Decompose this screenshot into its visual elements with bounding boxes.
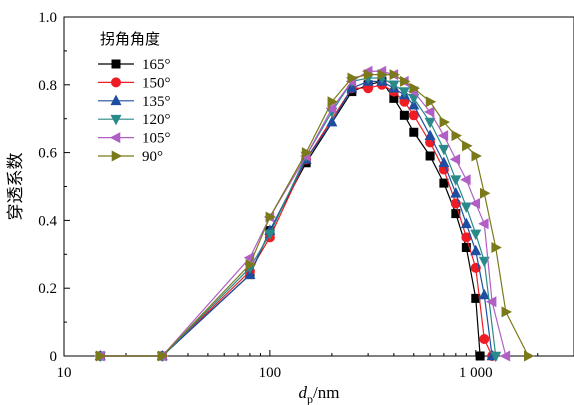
legend-marker: [111, 133, 121, 143]
legend-item: 135°: [98, 94, 171, 110]
y-axis-title: 穿透系数: [6, 153, 25, 221]
legend-title: 拐角角度: [100, 30, 160, 48]
legend-label: 135°: [142, 94, 171, 110]
legend-label: 150°: [142, 75, 171, 91]
legend-label: 120°: [142, 112, 171, 128]
data-point: [461, 175, 471, 185]
legend-label: 90°: [142, 149, 163, 165]
legend: 拐角角度 165° 150° 135° 120° 105° 90°: [98, 30, 171, 165]
legend-items: 165° 150° 135° 120° 105° 90°: [98, 57, 171, 165]
legend-item: 150°: [98, 75, 171, 91]
y-tick-label: 0.4: [38, 213, 57, 229]
legend-item: 105°: [98, 131, 171, 147]
legend-marker: [111, 78, 120, 87]
series-5: [95, 66, 510, 361]
data-point: [410, 128, 418, 136]
data-point: [480, 334, 489, 343]
data-point: [440, 179, 448, 187]
legend-label: 165°: [142, 57, 171, 73]
data-point: [461, 218, 471, 228]
data-point: [471, 230, 481, 240]
data-point: [502, 307, 512, 317]
data-point: [476, 352, 484, 360]
y-tick-label: 0.6: [38, 146, 57, 162]
legend-marker: [111, 115, 121, 125]
data-point: [425, 118, 435, 128]
legend-item: 165°: [98, 57, 171, 73]
y-tick-label: 0.8: [38, 78, 57, 94]
data-point: [440, 117, 450, 127]
data-point: [426, 152, 434, 160]
y-tick-label: 0: [50, 349, 58, 365]
legend-marker: [112, 60, 120, 68]
data-point: [461, 203, 471, 213]
legend-item: 90°: [98, 149, 163, 165]
data-point: [524, 351, 534, 361]
y-axis-ticks: 0 0.2 0.4 0.6 0.8 1.0: [38, 10, 70, 365]
y-tick-label: 1.0: [38, 10, 57, 26]
y-tick-label: 0.2: [38, 281, 57, 297]
x-axis-title-unit: /nm: [313, 383, 339, 402]
x-tick-label: 100: [259, 365, 282, 381]
data-point: [400, 111, 408, 119]
data-point: [450, 154, 460, 164]
x-tick-label: 1 000: [459, 365, 493, 381]
legend-label: 105°: [142, 131, 171, 147]
legend-marker: [112, 151, 122, 161]
data-point: [439, 145, 449, 155]
plot-frame: [64, 17, 574, 356]
data-point: [438, 131, 448, 141]
series-layer: [95, 66, 534, 361]
legend-item: 120°: [98, 112, 171, 128]
x-tick-label: 10: [57, 365, 72, 381]
data-point: [479, 219, 489, 229]
x-axis-title: dp/nm: [299, 383, 340, 405]
data-point: [426, 97, 436, 107]
legend-marker: [111, 95, 121, 105]
data-point: [462, 141, 472, 151]
data-point: [425, 130, 435, 140]
